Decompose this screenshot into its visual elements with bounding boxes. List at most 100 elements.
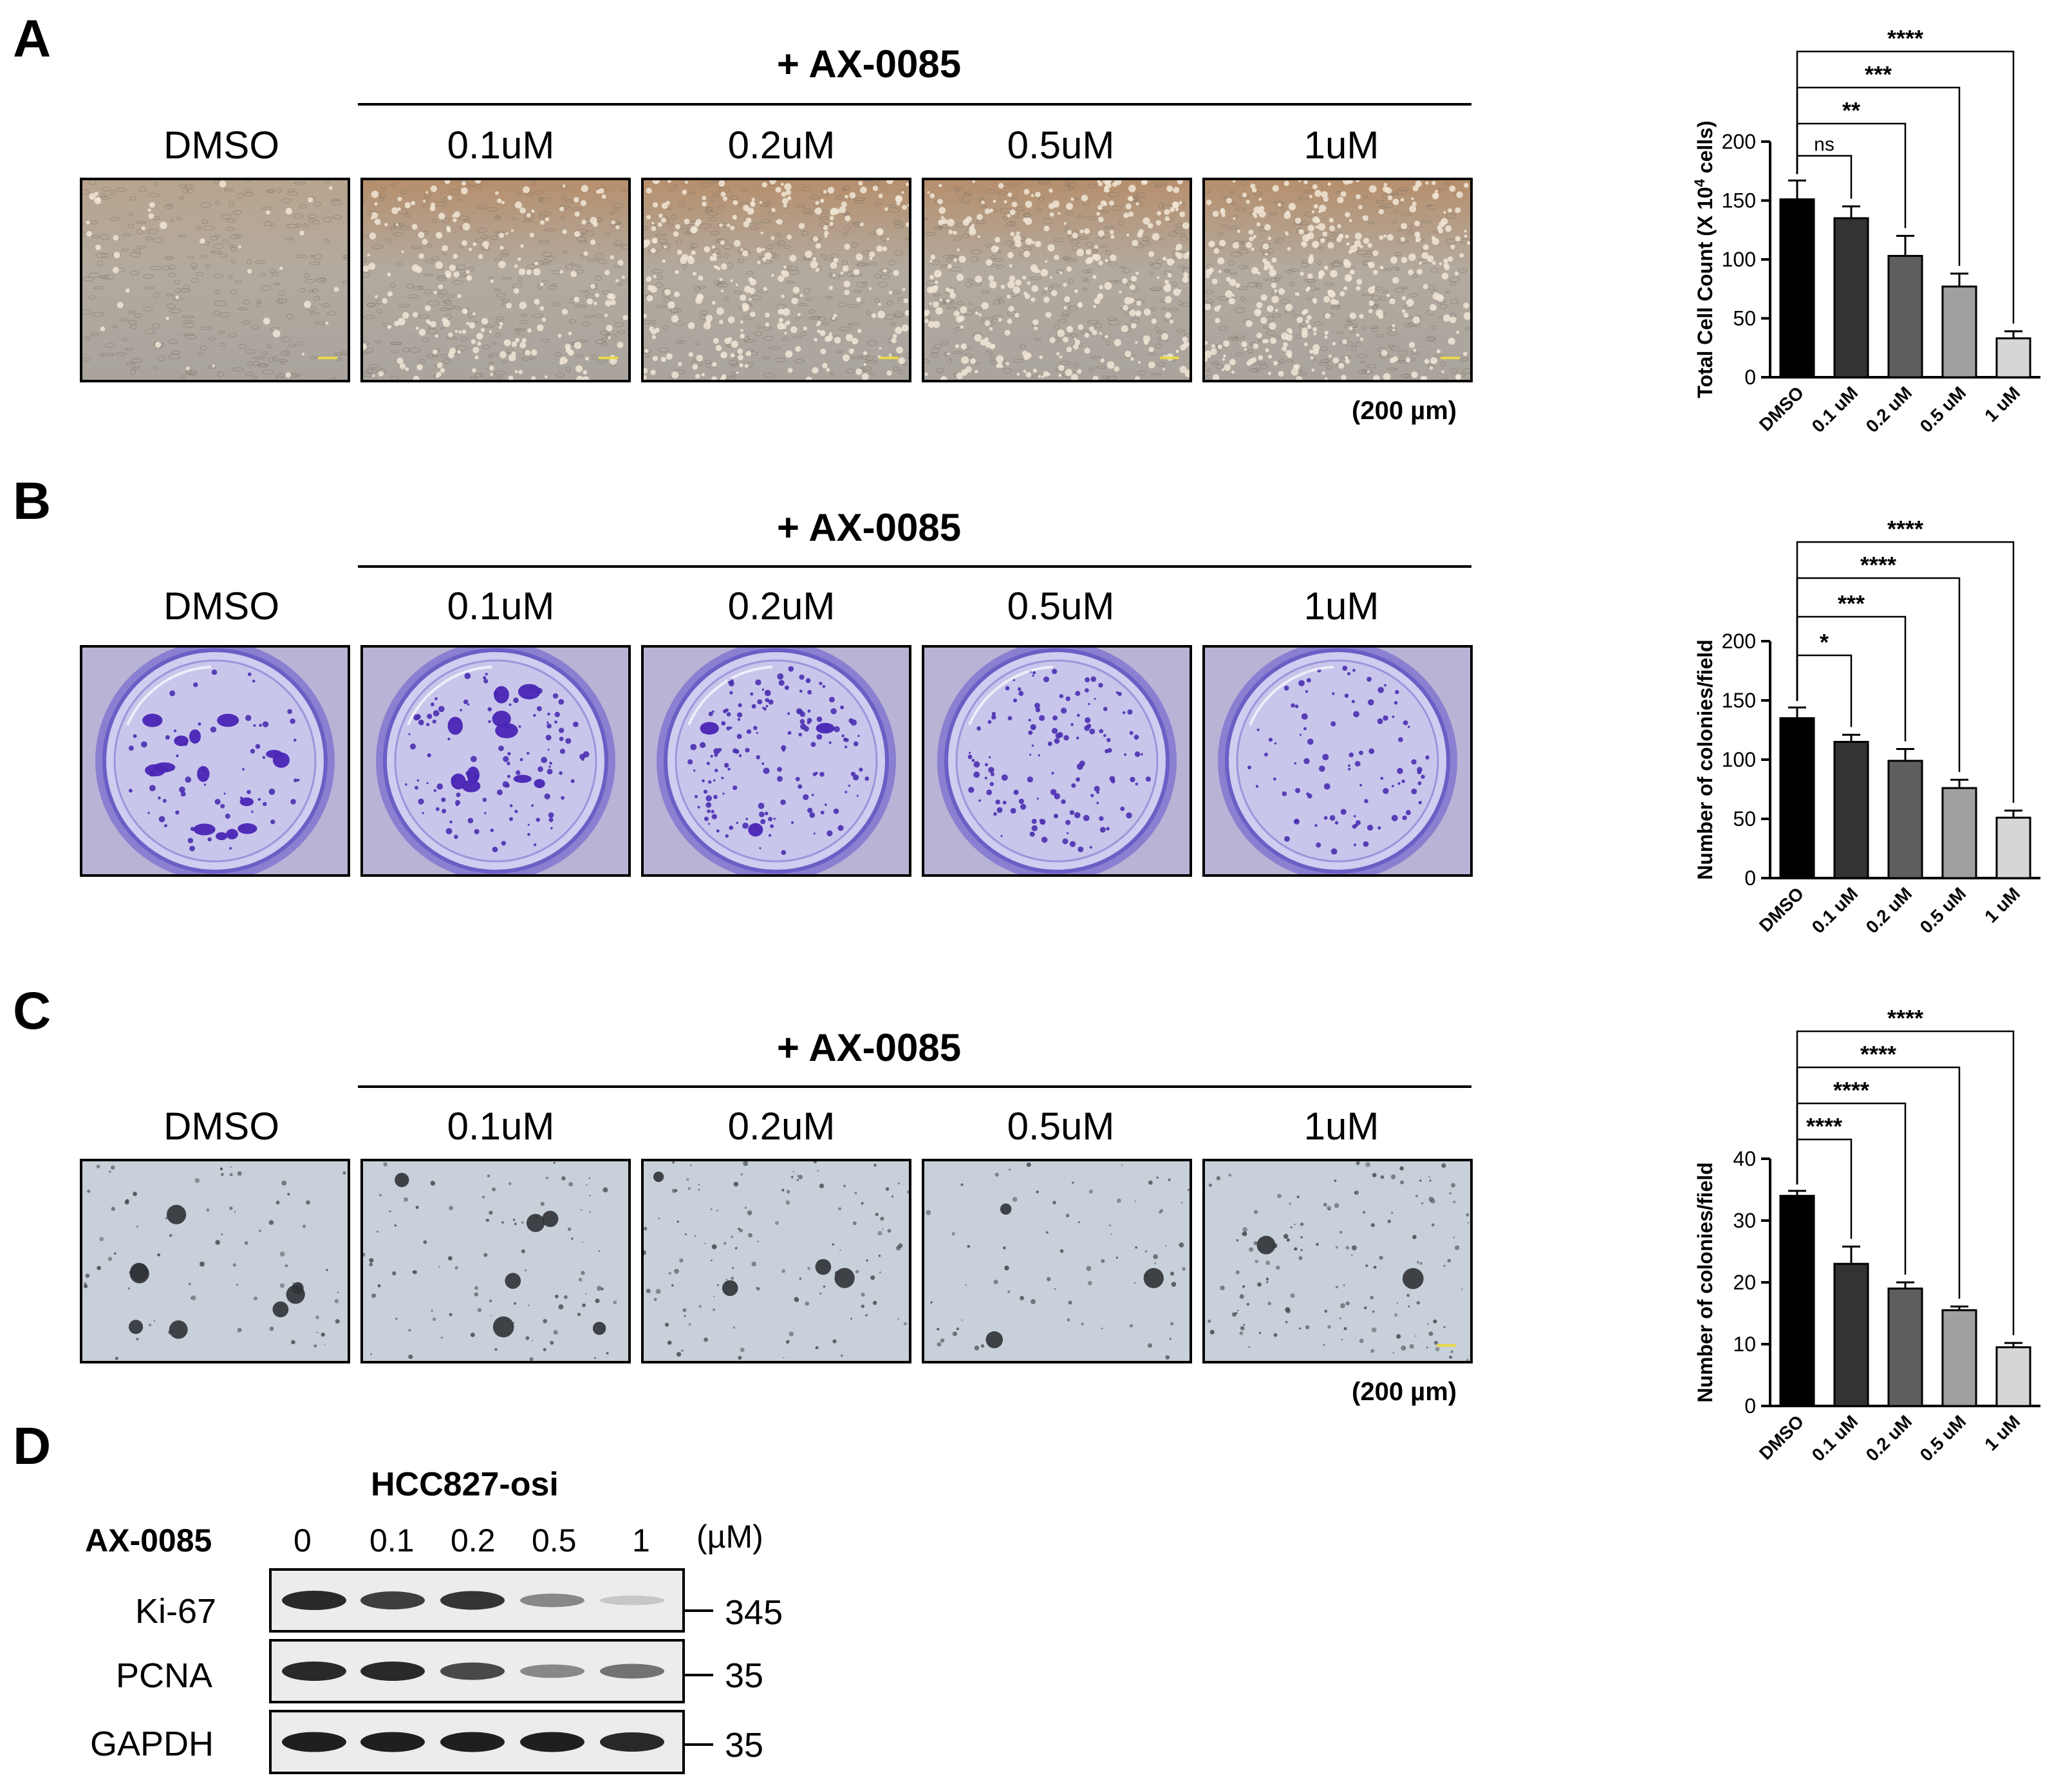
blot-band <box>440 1591 505 1610</box>
x-tick-label: 0.1 uM <box>1808 382 1862 436</box>
blot-band <box>282 1662 346 1681</box>
dose-label: 0.2 <box>451 1522 496 1559</box>
dose-label: 0 <box>294 1522 312 1559</box>
dose-label: 0.1 <box>369 1522 415 1559</box>
panel-b-col-label: 0.5uM <box>1007 585 1115 628</box>
cell-line-label: HCC827-osi <box>371 1466 559 1503</box>
blot-band <box>520 1732 584 1752</box>
panel-c-col-label: DMSO <box>163 1105 279 1148</box>
x-tick-label: DMSO <box>1755 382 1807 435</box>
y-tick-label: 10 <box>1733 1333 1756 1356</box>
x-tick-label: 0.2 uM <box>1862 883 1916 937</box>
significance-bracket <box>1796 1066 1961 1299</box>
significance-bracket <box>1796 155 1853 199</box>
mw-marker-tick <box>685 1743 713 1746</box>
panel-a-scale-note: (200 µm) <box>1352 397 1457 425</box>
panel-a-label: A <box>13 10 51 68</box>
soft-agar-image <box>641 1159 911 1363</box>
bar <box>1833 217 1869 379</box>
bar <box>1941 285 1977 379</box>
blot-band <box>600 1732 664 1752</box>
soft-agar-image <box>922 1159 1192 1363</box>
y-tick-label: 40 <box>1733 1147 1756 1170</box>
bar <box>1887 255 1923 379</box>
panel-b-treatment-title: + AX-0085 <box>776 506 962 549</box>
blot-band <box>600 1663 664 1679</box>
x-tick-label: DMSO <box>1755 883 1807 935</box>
bar <box>1833 740 1869 879</box>
panel-a-col-label: 0.5uM <box>1007 124 1115 167</box>
crystal-violet-well-image <box>1202 645 1473 877</box>
x-tick-label: 1 uM <box>1981 1411 2024 1454</box>
bar <box>1887 1288 1923 1407</box>
soft-agar-image <box>1202 1159 1473 1363</box>
x-tick-label: 0.1 uM <box>1808 883 1862 937</box>
micrograph-image <box>922 178 1192 382</box>
blot-band <box>360 1591 425 1609</box>
mw-label: 35 <box>725 1726 764 1765</box>
panel-c-col-label: 0.1uM <box>447 1105 555 1148</box>
significance-label: *** <box>1865 61 1892 88</box>
y-tick-label: 100 <box>1722 748 1756 771</box>
significance-bracket <box>1796 86 1961 266</box>
bar <box>1995 1346 2031 1407</box>
micrograph-image <box>360 178 631 382</box>
bar <box>1941 1309 1977 1407</box>
panel-c-treatment-title: + AX-0085 <box>776 1026 962 1069</box>
significance-bracket <box>1796 50 2015 324</box>
mw-label: 345 <box>725 1593 783 1632</box>
soft-agar-image <box>80 1159 350 1363</box>
panel-c-scale-note: (200 µm) <box>1352 1378 1457 1406</box>
y-tick-label: 150 <box>1722 189 1756 212</box>
panel-d-label: D <box>13 1417 51 1475</box>
bar <box>1941 787 1977 879</box>
panel-c-label: C <box>13 982 51 1040</box>
bar-chart-colonies-c: 0 10 20 30 40 Number of colonies/field DMSO 0.1… <box>1694 1005 2040 1465</box>
blot-band <box>282 1591 346 1610</box>
bar <box>1779 1195 1815 1407</box>
panel-b-col-label: 0.1uM <box>447 585 555 628</box>
blot-band <box>520 1593 584 1607</box>
blot-band <box>520 1664 584 1678</box>
y-tick-label: 200 <box>1722 630 1756 653</box>
significance-label: **** <box>1860 552 1896 578</box>
significance-bracket <box>1796 654 1853 727</box>
dose-unit-label: (µM) <box>696 1519 763 1555</box>
dose-label: 0.5 <box>532 1522 577 1559</box>
blot-band <box>360 1732 425 1752</box>
significance-label: **** <box>1887 1005 1923 1031</box>
western-blot-ki67 <box>269 1568 685 1633</box>
mw-marker-tick <box>685 1674 713 1676</box>
panel-c-col-label: 1uM <box>1303 1105 1379 1148</box>
y-tick-label: 0 <box>1744 366 1756 389</box>
y-axis-label: Number of colonies/field <box>1694 1162 1717 1402</box>
y-tick-label: 50 <box>1733 307 1756 330</box>
bar <box>1779 717 1815 879</box>
y-tick-label: 100 <box>1722 248 1756 271</box>
blot-band <box>360 1662 425 1681</box>
western-blot-pcna <box>269 1639 685 1703</box>
crystal-violet-well-image <box>641 645 911 877</box>
panel-a-treatment-title: + AX-0085 <box>776 42 962 86</box>
mw-marker-tick <box>685 1609 713 1612</box>
crystal-violet-well-image <box>80 645 350 877</box>
blot-row-label: PCNA <box>116 1656 213 1695</box>
panel-a-col-label: 0.2uM <box>727 124 835 167</box>
bar <box>1887 760 1923 879</box>
significance-label: *** <box>1838 590 1865 617</box>
panel-a-col-label: DMSO <box>163 124 279 167</box>
y-tick-label: 20 <box>1733 1271 1756 1294</box>
panel-b-treatment-bracket <box>358 565 1471 568</box>
y-tick-label: 0 <box>1744 866 1756 890</box>
blot-row-label: GAPDH <box>90 1725 214 1763</box>
panel-b-col-label: 1uM <box>1303 585 1379 628</box>
x-tick-label: 0.5 uM <box>1916 382 1970 436</box>
significance-label: **** <box>1833 1077 1869 1103</box>
micrograph-image <box>80 178 350 382</box>
x-tick-label: 1 uM <box>1981 883 2024 926</box>
y-tick-label: 0 <box>1744 1394 1756 1418</box>
panel-b-label: B <box>13 472 51 530</box>
panel-b-col-label: 0.2uM <box>727 585 835 628</box>
